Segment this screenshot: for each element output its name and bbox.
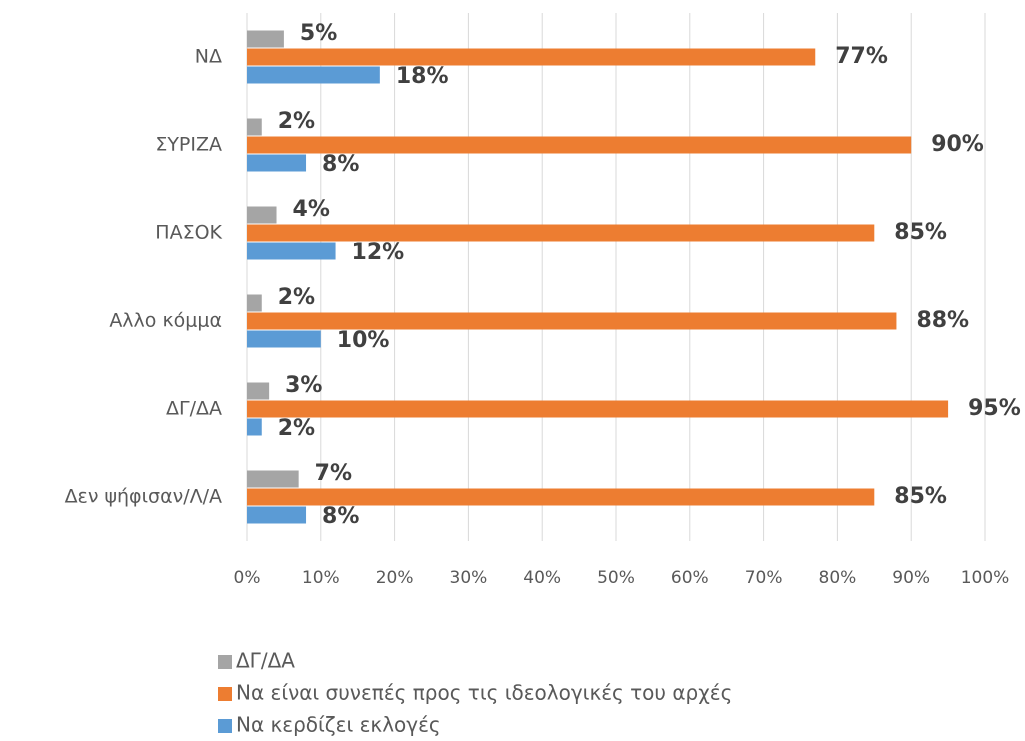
y-tick-label: ΠΑΣΟΚ (155, 222, 222, 244)
bar (247, 418, 262, 436)
bar (247, 242, 336, 260)
value-label: 90% (931, 132, 984, 157)
x-tick-label: 90% (892, 568, 930, 588)
bar (247, 118, 262, 136)
y-tick-label: Δεν ψήφισαν/Λ/Α (65, 486, 222, 508)
bar (247, 506, 307, 524)
y-tick-label: Αλλο κόμμα (109, 310, 222, 332)
x-tick-label: 20% (376, 568, 414, 588)
legend-label: Να κερδίζει εκλογές (236, 713, 441, 737)
value-label: 18% (396, 64, 449, 89)
value-label: 4% (293, 197, 330, 222)
value-label: 10% (337, 328, 390, 353)
x-tick-label: 100% (961, 568, 1010, 588)
value-label: 12% (352, 240, 405, 265)
bar (247, 382, 270, 400)
bar (247, 48, 816, 66)
x-tick-label: 50% (597, 568, 635, 588)
y-tick-label: ΣΥΡΙΖΑ (155, 134, 222, 156)
bar (247, 312, 897, 330)
value-label: 2% (278, 109, 315, 134)
y-tick-label: ΔΓ/ΔΑ (166, 398, 222, 420)
legend-swatch (218, 719, 232, 733)
bar (247, 206, 277, 224)
value-label: 85% (894, 484, 947, 509)
value-label: 7% (315, 461, 352, 486)
value-label: 8% (322, 504, 359, 529)
y-tick-label: ΝΔ (195, 46, 222, 68)
x-tick-label: 40% (523, 568, 561, 588)
bar (247, 66, 380, 84)
value-label: 5% (300, 21, 337, 46)
value-label: 2% (278, 285, 315, 310)
x-tick-label: 10% (302, 568, 340, 588)
legend-label: Να είναι συνεπές προς τις ιδεολογικές το… (236, 681, 732, 705)
legend-swatch (218, 655, 232, 669)
bar (247, 330, 321, 348)
bar (247, 224, 875, 242)
x-tick-label: 30% (450, 568, 488, 588)
value-label: 3% (285, 373, 322, 398)
value-label: 77% (835, 44, 888, 69)
x-tick-label: 0% (234, 568, 261, 588)
bar (247, 154, 307, 172)
bar (247, 400, 949, 418)
legend-label: ΔΓ/ΔΑ (236, 649, 295, 673)
x-tick-label: 60% (671, 568, 709, 588)
value-label: 8% (322, 152, 359, 177)
x-tick-label: 80% (819, 568, 857, 588)
bar (247, 136, 912, 154)
bar (247, 294, 262, 312)
value-label: 95% (968, 396, 1021, 421)
bar (247, 488, 875, 506)
value-label: 88% (916, 308, 969, 333)
bar (247, 30, 284, 48)
value-label: 85% (894, 220, 947, 245)
x-tick-label: 70% (745, 568, 783, 588)
legend-swatch (218, 687, 232, 701)
value-label: 2% (278, 416, 315, 441)
bar (247, 470, 299, 488)
